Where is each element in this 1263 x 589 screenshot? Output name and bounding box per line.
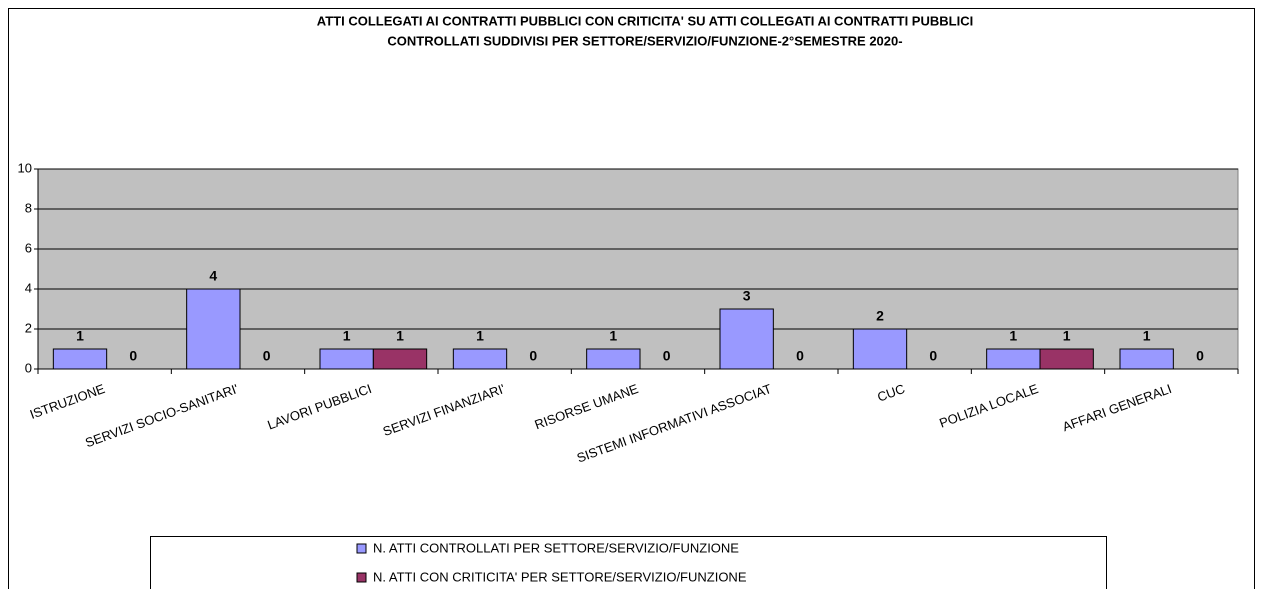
- value-label: 1: [1063, 328, 1071, 344]
- y-tick-label: 2: [25, 320, 32, 335]
- legend-swatch: [356, 543, 367, 554]
- legend-label: N. ATTI CONTROLLATI PER SETTORE/SERVIZIO…: [373, 540, 739, 555]
- value-label: 3: [743, 288, 751, 304]
- bar: [719, 308, 774, 370]
- value-label: 1: [1009, 328, 1017, 344]
- y-tick-label: 10: [18, 160, 32, 175]
- bar: [52, 348, 108, 370]
- bar: [1119, 348, 1174, 370]
- chart-title: CONTROLLATI SUDDIVISI PER SETTORE/SERVIZ…: [387, 33, 902, 48]
- value-label: 1: [396, 328, 404, 344]
- value-label: 0: [796, 348, 804, 364]
- value-label: 1: [343, 328, 351, 344]
- legend-label: N. ATTI CON CRITICITA' PER SETTORE/SERVI…: [373, 569, 747, 584]
- value-label: 1: [1143, 328, 1151, 344]
- value-label: 0: [929, 348, 937, 364]
- y-tick-label: 8: [25, 200, 32, 215]
- bar: [852, 328, 908, 370]
- legend-swatch: [356, 572, 367, 583]
- bar: [986, 348, 1041, 370]
- chart-title: ATTI COLLEGATI AI CONTRATTI PUBBLICI CON…: [317, 13, 973, 28]
- bar: [372, 348, 428, 370]
- bar: [452, 348, 508, 370]
- bar: [319, 348, 374, 370]
- value-label: 0: [129, 348, 137, 364]
- y-tick-label: 4: [25, 280, 32, 295]
- value-label: 0: [1196, 348, 1204, 364]
- y-tick-label: 6: [25, 240, 32, 255]
- value-label: 1: [76, 328, 84, 344]
- value-label: 2: [876, 308, 884, 324]
- value-label: 0: [529, 348, 537, 364]
- legend-box: [150, 536, 1107, 589]
- y-tick-label: 0: [25, 360, 32, 375]
- value-label: 1: [476, 328, 484, 344]
- bar: [186, 288, 241, 370]
- value-label: 0: [663, 348, 671, 364]
- value-label: 0: [263, 348, 271, 364]
- value-label: 4: [209, 268, 217, 284]
- value-label: 1: [609, 328, 617, 344]
- bar: [586, 348, 641, 370]
- bar: [1039, 348, 1094, 370]
